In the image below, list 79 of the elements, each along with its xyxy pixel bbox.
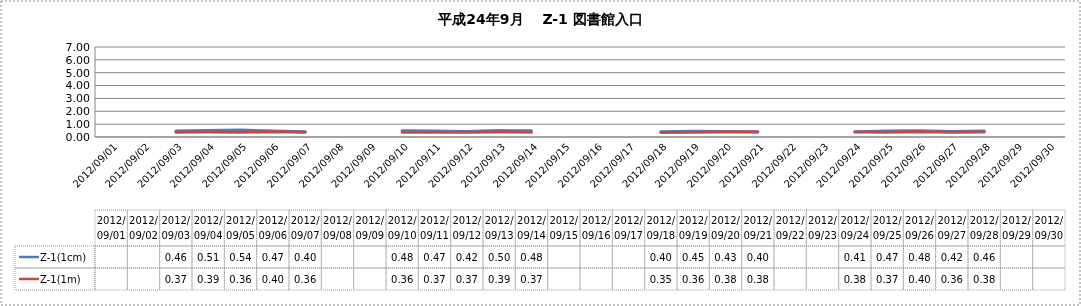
category-label: 2012/09/20 <box>711 215 740 241</box>
y-tick-label: 4.00 <box>65 79 90 93</box>
data-label: 0.37 <box>520 273 543 285</box>
legend-label: Z-1(1cm) <box>40 251 87 263</box>
data-label: 0.50 <box>488 251 511 263</box>
data-label: 0.48 <box>908 251 931 263</box>
data-label: 0.46 <box>973 251 996 263</box>
data-label: 0.39 <box>197 273 220 285</box>
data-label: 0.48 <box>520 251 543 263</box>
category-label: 2012/09/05 <box>226 215 255 241</box>
data-label: 0.38 <box>746 273 769 285</box>
category-label: 2012/09/10 <box>387 215 417 241</box>
y-tick-label: 0.00 <box>65 130 90 144</box>
category-label: 2012/09/19 <box>678 215 708 241</box>
data-label: 0.40 <box>908 273 931 285</box>
category-label: 2012/09/02 <box>129 215 158 241</box>
category-label: 2012/09/28 <box>969 215 999 241</box>
y-tick-label: 6.00 <box>65 53 90 67</box>
data-label: 0.38 <box>973 273 996 285</box>
category-label: 2012/09/04 <box>193 215 223 241</box>
category-label: 2012/09/24 <box>840 215 870 241</box>
category-label: 2012/09/13 <box>484 215 514 241</box>
category-label: 2012/09/15 <box>549 215 579 241</box>
category-label: 2012/09/08 <box>323 215 352 241</box>
data-label: 0.37 <box>423 273 446 285</box>
data-label: 0.47 <box>423 251 446 263</box>
category-label: 2012/09/26 <box>905 215 934 241</box>
data-label: 0.45 <box>682 251 705 263</box>
category-label: 2012/09/14 <box>517 215 546 241</box>
data-label: 0.40 <box>261 273 284 285</box>
data-label: 0.35 <box>649 273 672 285</box>
data-label: 0.37 <box>455 273 478 285</box>
category-label: 2012/09/09 <box>355 215 385 241</box>
data-label: 0.54 <box>229 251 252 263</box>
y-tick-label: 2.00 <box>65 105 90 119</box>
y-tick-label: 1.00 <box>65 117 90 131</box>
data-label: 0.36 <box>229 273 252 285</box>
data-label: 0.36 <box>682 273 705 285</box>
data-label: 0.38 <box>843 273 866 285</box>
category-label: 2012/09/03 <box>161 215 191 241</box>
y-tick-label: 5.00 <box>65 66 90 80</box>
y-tick-label: 3.00 <box>65 92 90 106</box>
data-label: 0.47 <box>261 251 284 263</box>
data-label: 0.37 <box>164 273 187 285</box>
category-label: 2012/09/22 <box>775 215 805 241</box>
legend-label: Z-1(1m) <box>40 273 81 285</box>
data-label: 0.36 <box>294 273 317 285</box>
category-label: 2012/09/29 <box>1002 215 1031 241</box>
category-label: 2012/09/16 <box>581 215 611 241</box>
category-label: 2012/09/06 <box>258 215 288 241</box>
y-tick-label: 7.00 <box>65 40 90 54</box>
category-label: 2012/09/18 <box>646 215 676 241</box>
category-label: 2012/09/07 <box>290 215 320 241</box>
data-label: 0.51 <box>197 251 220 263</box>
category-label: 2012/09/25 <box>872 215 902 241</box>
category-label: 2012/09/17 <box>614 215 643 241</box>
category-label: 2012/09/27 <box>937 215 967 241</box>
data-label: 0.47 <box>876 251 899 263</box>
category-label: 2012/09/01 <box>96 215 126 241</box>
category-label: 2012/09/11 <box>420 215 449 241</box>
chart-title: 平成24年9月 Z-1 図書館入口 <box>437 11 643 27</box>
data-label: 0.46 <box>164 251 187 263</box>
category-label: 2012/09/30 <box>1034 215 1064 241</box>
category-label: 2012/09/21 <box>743 215 773 241</box>
data-label: 0.43 <box>714 251 737 263</box>
data-label: 0.40 <box>649 251 672 263</box>
data-label: 0.36 <box>940 273 963 285</box>
data-label: 0.36 <box>391 273 414 285</box>
data-label: 0.42 <box>940 251 963 263</box>
data-label: 0.40 <box>294 251 317 263</box>
category-label: 2012/09/23 <box>808 215 837 241</box>
data-label: 0.40 <box>746 251 769 263</box>
category-label: 2012/09/12 <box>452 215 482 241</box>
data-label: 0.38 <box>714 273 737 285</box>
data-label: 0.48 <box>391 251 414 263</box>
data-label: 0.39 <box>488 273 511 285</box>
data-label: 0.37 <box>876 273 899 285</box>
data-label: 0.42 <box>455 251 478 263</box>
data-label: 0.41 <box>843 251 866 263</box>
